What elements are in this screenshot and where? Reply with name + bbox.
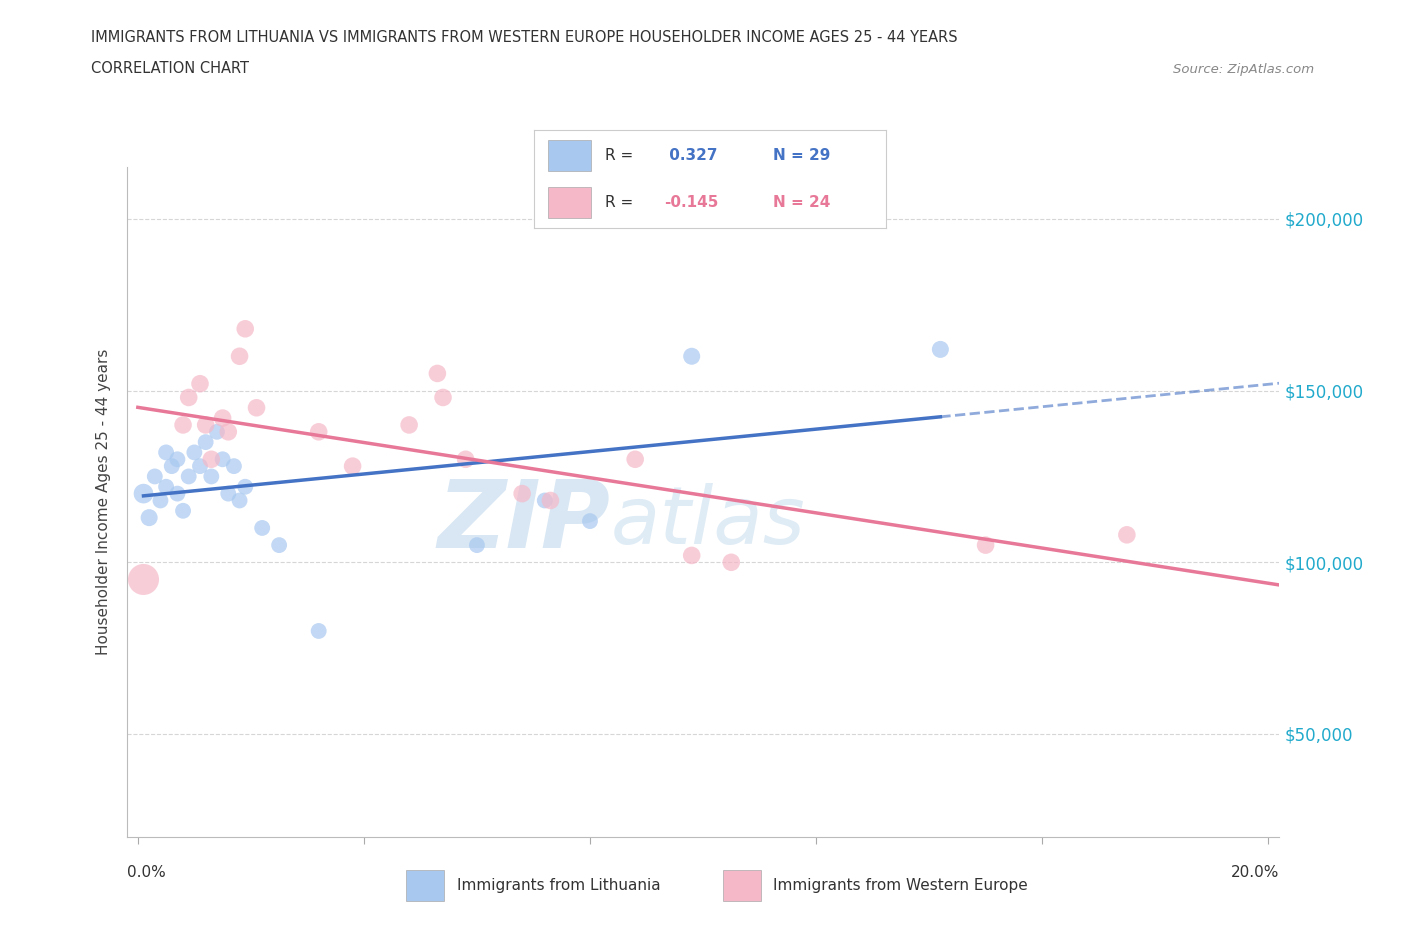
Text: CORRELATION CHART: CORRELATION CHART: [91, 60, 249, 75]
Point: [245, 400, 267, 415]
Point: [974, 538, 997, 552]
Point: [138, 511, 160, 525]
Point: [228, 349, 250, 364]
Text: Source: ZipAtlas.com: Source: ZipAtlas.com: [1174, 62, 1315, 75]
Point: [233, 479, 256, 494]
Point: [624, 452, 647, 467]
Point: [250, 521, 273, 536]
Point: [166, 486, 188, 501]
Point: [217, 486, 239, 501]
Point: [579, 513, 602, 528]
Y-axis label: Householder Income Ages 25 - 44 years: Householder Income Ages 25 - 44 years: [96, 349, 111, 656]
Point: [308, 424, 330, 439]
Point: [720, 555, 742, 570]
Point: [194, 434, 217, 449]
Point: [510, 486, 533, 501]
Point: [172, 418, 194, 432]
Text: -0.145: -0.145: [665, 195, 718, 210]
Text: 20.0%: 20.0%: [1232, 865, 1279, 880]
Point: [200, 452, 222, 467]
Text: 0.327: 0.327: [665, 148, 718, 163]
Point: [177, 390, 200, 405]
Text: Immigrants from Lithuania: Immigrants from Lithuania: [457, 878, 661, 894]
Point: [183, 445, 205, 459]
Point: [132, 486, 155, 501]
Point: [308, 623, 330, 638]
Point: [681, 349, 703, 364]
Point: [205, 424, 228, 439]
Point: [177, 469, 200, 484]
Point: [217, 424, 239, 439]
Point: [143, 469, 166, 484]
Point: [188, 458, 211, 473]
Point: [929, 342, 952, 357]
Point: [538, 493, 561, 508]
Point: [681, 548, 703, 563]
FancyBboxPatch shape: [406, 870, 444, 901]
Point: [228, 493, 250, 508]
FancyBboxPatch shape: [548, 187, 591, 219]
Point: [465, 538, 488, 552]
Text: N = 29: N = 29: [773, 148, 831, 163]
Point: [533, 493, 555, 508]
Point: [155, 479, 177, 494]
Text: R =: R =: [605, 195, 633, 210]
Text: ZIP: ZIP: [437, 476, 610, 568]
Point: [155, 445, 177, 459]
Point: [211, 452, 233, 467]
Text: N = 24: N = 24: [773, 195, 831, 210]
Point: [194, 418, 217, 432]
Point: [166, 452, 188, 467]
Point: [426, 366, 449, 381]
Point: [432, 390, 454, 405]
Text: atlas: atlas: [610, 484, 806, 562]
Point: [172, 503, 194, 518]
FancyBboxPatch shape: [723, 870, 761, 901]
Text: R =: R =: [605, 148, 633, 163]
Point: [398, 418, 420, 432]
Point: [200, 469, 222, 484]
Point: [269, 538, 291, 552]
Point: [211, 411, 233, 426]
Point: [1115, 527, 1137, 542]
Point: [188, 377, 211, 392]
Point: [342, 458, 364, 473]
Text: IMMIGRANTS FROM LITHUANIA VS IMMIGRANTS FROM WESTERN EUROPE HOUSEHOLDER INCOME A: IMMIGRANTS FROM LITHUANIA VS IMMIGRANTS …: [91, 30, 957, 45]
Point: [160, 458, 183, 473]
Point: [149, 493, 172, 508]
Point: [222, 458, 245, 473]
Point: [132, 572, 155, 587]
Text: 0.0%: 0.0%: [127, 865, 166, 880]
Point: [454, 452, 477, 467]
FancyBboxPatch shape: [548, 140, 591, 171]
Text: Immigrants from Western Europe: Immigrants from Western Europe: [773, 878, 1028, 894]
Point: [233, 322, 256, 337]
